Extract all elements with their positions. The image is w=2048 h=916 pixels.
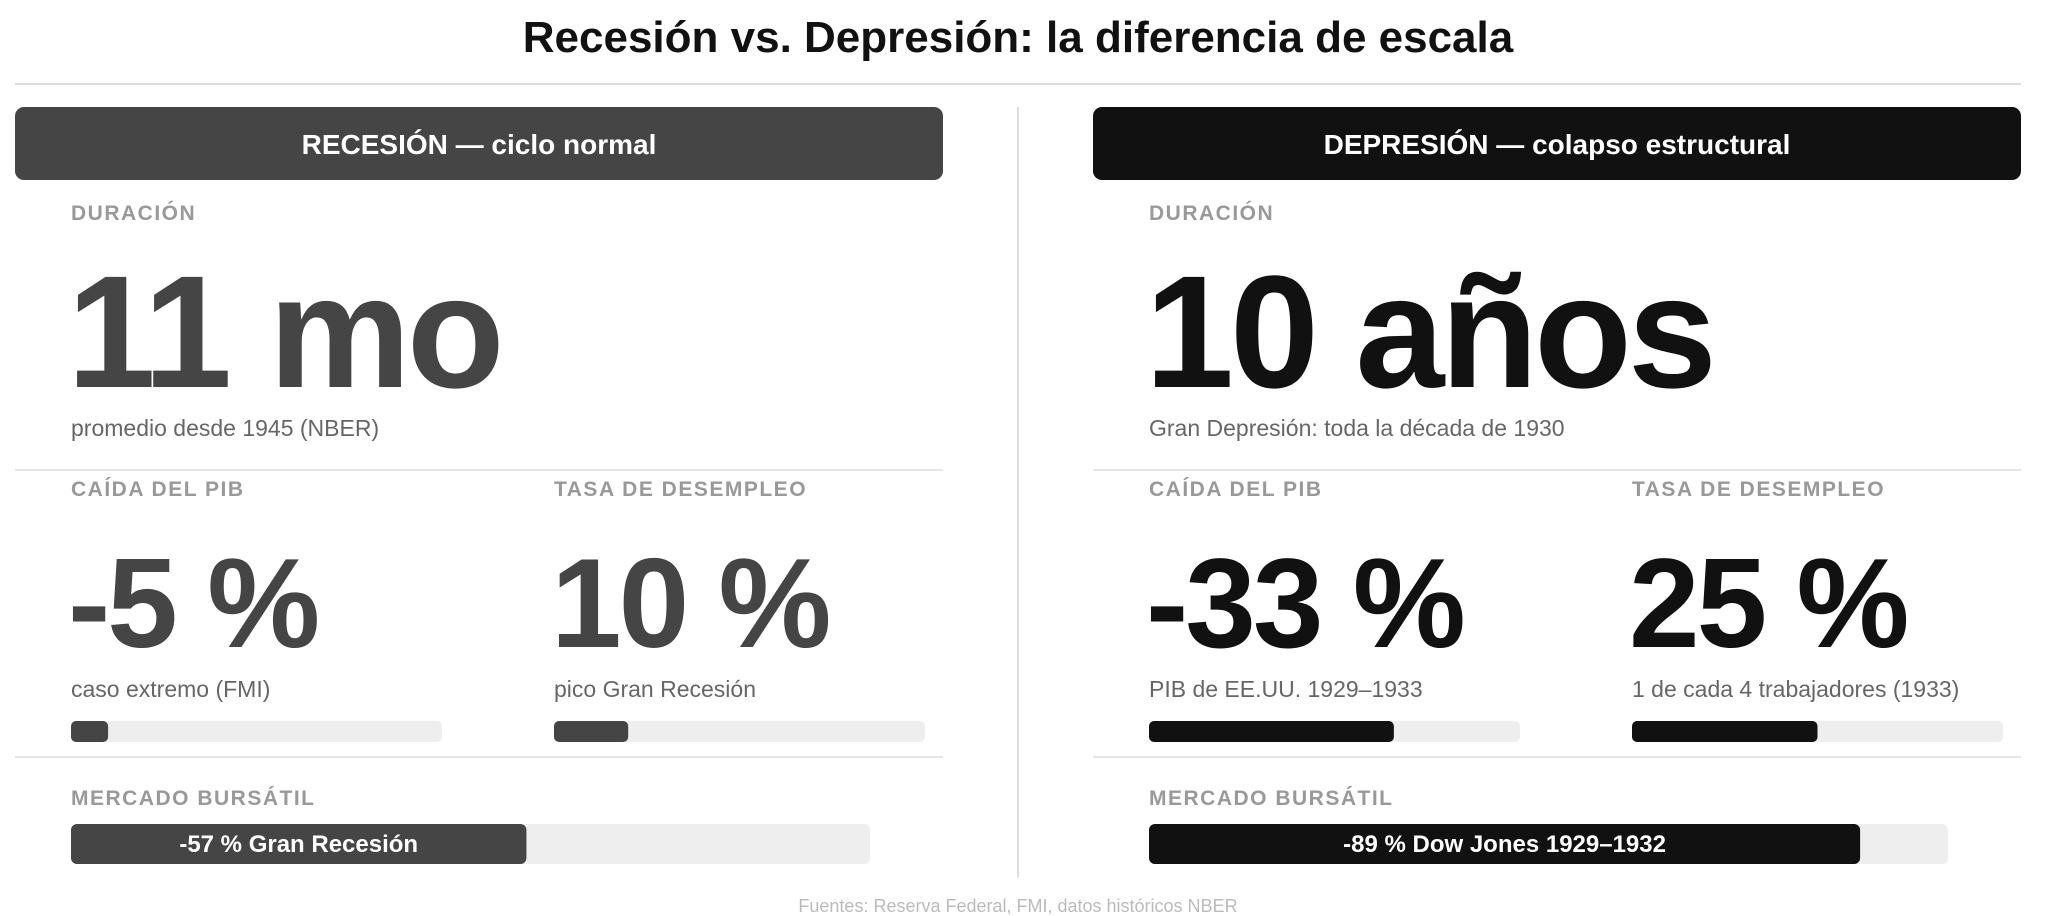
metric-label: CAÍDA DEL PIB: [1149, 478, 1323, 501]
bar-track: [71, 721, 442, 742]
metric-value: -33 %: [1146, 532, 1463, 674]
duration-value: 11 mo: [67, 242, 501, 421]
panel-header: [1093, 107, 2021, 180]
metric-label: TASA DE DESEMPLEO: [1632, 478, 1885, 501]
duration-label: DURACIÓN: [1149, 201, 1274, 225]
metric-note: pico Gran Recesión: [554, 676, 756, 702]
metric-bar: [1632, 721, 1818, 742]
panel-header-text: DEPRESIÓN — colapso estructural: [1324, 129, 1791, 160]
market-bar-label: -89 % Dow Jones 1929–1932: [1343, 831, 1666, 858]
source: Fuentes: Reserva Federal, FMI, datos his…: [798, 896, 1237, 916]
metric-bar: [71, 721, 109, 742]
duration-note: promedio desde 1945 (NBER): [71, 415, 379, 441]
metric-value: -5 %: [68, 532, 317, 674]
market-label: MERCADO BURSÁTIL: [1149, 787, 1394, 810]
market-bar-label: -57 % Gran Recesión: [179, 831, 418, 858]
metric-note: 1 de cada 4 trabajadores (1933): [1632, 676, 1959, 702]
metric-value: 10 %: [551, 532, 829, 674]
metric-bar: [1149, 721, 1394, 742]
metric-label: CAÍDA DEL PIB: [71, 478, 245, 501]
metric-note: PIB de EE.UU. 1929–1933: [1149, 676, 1423, 702]
panel-header: [15, 107, 943, 180]
duration-label: DURACIÓN: [71, 201, 196, 225]
metric-bar: [554, 721, 629, 742]
metric-value: 25 %: [1629, 532, 1907, 674]
bar-track: [554, 721, 925, 742]
duration-note: Gran Depresión: toda la década de 1930: [1149, 415, 1565, 441]
panel-header-text: RECESIÓN — ciclo normal: [302, 129, 657, 160]
market-label: MERCADO BURSÁTIL: [71, 787, 316, 810]
duration-value: 10 años: [1145, 242, 1713, 421]
title: Recesión vs. Depresión: la diferencia de…: [523, 13, 1514, 62]
metric-note: caso extremo (FMI): [71, 676, 270, 702]
market-bar: [1149, 824, 1861, 864]
market-bar: [71, 824, 527, 864]
metric-label: TASA DE DESEMPLEO: [554, 478, 807, 501]
